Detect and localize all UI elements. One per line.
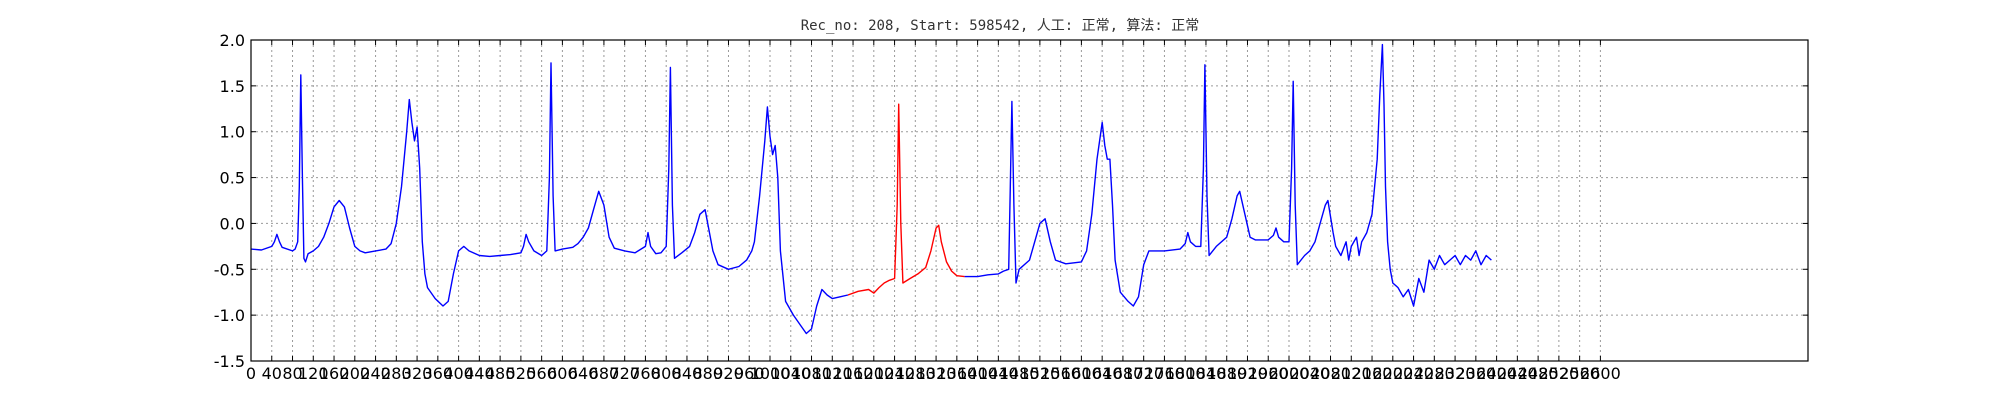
y-tick-label: 0.0 [220,214,245,233]
y-tick-label: 2.0 [220,31,245,50]
x-tick-label: 720 [609,364,640,383]
y-tick-label: 0.5 [220,169,245,188]
x-tick-label: 40 [262,364,282,383]
x-tick-label: 1640 [1082,364,1123,383]
x-tick-label: 1200 [853,364,894,383]
x-tick-label: 960 [734,364,765,383]
x-tick-label: 1920 [1227,364,1268,383]
x-tick-label: 1240 [874,364,915,383]
x-tick-label: 2080 [1310,364,1351,383]
x-tick-label: 320 [402,364,433,383]
series-layer [250,43,1492,335]
x-tick-label: 1800 [1165,364,1206,383]
x-tick-label: 1400 [957,364,998,383]
x-tick-label: 880 [692,364,723,383]
x-tick-label: 160 [319,364,350,383]
x-tick-label: 1840 [1186,364,1227,383]
x-tick-label: 560 [526,364,557,383]
x-tick-label: 120 [298,364,329,383]
x-tick-label: 1360 [936,364,977,383]
y-tick-label: -0.5 [214,260,245,279]
x-tick-label: 80 [282,364,302,383]
x-tick-label: 2520 [1539,364,1580,383]
x-tick-label: 640 [568,364,599,383]
x-tick-label: 2040 [1289,364,1330,383]
x-tick-label: 280 [381,364,412,383]
x-tick-label: 2600 [1580,364,1621,383]
x-tick-label: 2560 [1559,364,1600,383]
grid [250,39,1808,362]
x-tick-label: 2200 [1372,364,1413,383]
chart-title: Rec_no: 208, Start: 598542, 人工: 正常, 算法: … [801,18,1200,34]
x-tick-label: 200 [340,364,371,383]
x-tick-label: 680 [589,364,620,383]
y-tick-label: 1.5 [220,77,245,96]
x-tick-label: 1520 [1020,364,1061,383]
plot-area-frame [250,39,1809,362]
x-tick-label: 1880 [1206,364,1247,383]
ecg-line-before [250,62,849,335]
x-tick-label: 1720 [1123,364,1164,383]
x-tick-label: 2160 [1352,364,1393,383]
x-tick-label: 2000 [1269,364,1310,383]
x-tick-label: 2240 [1393,364,1434,383]
x-tick-label: 2320 [1435,364,1476,383]
x-tick-label: 760 [630,364,661,383]
x-tick-label: 1000 [750,364,791,383]
x-tick-label: 2120 [1331,364,1372,383]
x-tick-label: 840 [672,364,703,383]
x-tick-label: 1080 [791,364,832,383]
x-tick-label: 1160 [833,364,874,383]
y-tick-label: -1.0 [214,306,245,325]
x-tick-label: 800 [651,364,682,383]
x-tick-label: 2440 [1497,364,1538,383]
x-tick-label: 1560 [1040,364,1081,383]
x-tick-label: 1320 [916,364,957,383]
ecg-line-after [964,43,1492,307]
x-tick-label: 2280 [1414,364,1455,383]
x-tick-label: 1440 [978,364,1019,383]
y-tick-label: 1.0 [220,123,245,142]
x-tick-label: 920 [713,364,744,383]
x-tick-label: 1280 [895,364,936,383]
x-tick-label: 1120 [812,364,853,383]
y-tick-label: -1.5 [214,352,245,371]
x-tick-label: 1960 [1248,364,1289,383]
x-tick-label: 2480 [1518,364,1559,383]
x-tick-label: 1680 [1103,364,1144,383]
ecg-line-highlighted-beat [847,103,965,296]
x-tick-label: 1040 [770,364,811,383]
x-tick-label: 1760 [1144,364,1185,383]
ticks: 0 40 8012016020024028032036040044048052056… [214,31,1808,383]
x-tick-label: 2360 [1455,364,1496,383]
x-tick-label: 400 [443,364,474,383]
x-tick-label: 520 [506,364,537,383]
x-tick-label: 1480 [999,364,1040,383]
x-tick-label: 1600 [1061,364,1102,383]
x-tick-label: 360 [423,364,454,383]
x-tick-label: 0 [246,364,256,383]
x-tick-label: 440 [464,364,495,383]
x-tick-label: 600 [547,364,578,383]
x-tick-label: 480 [485,364,516,383]
x-tick-label: 2400 [1476,364,1517,383]
x-tick-label: 240 [360,364,391,383]
